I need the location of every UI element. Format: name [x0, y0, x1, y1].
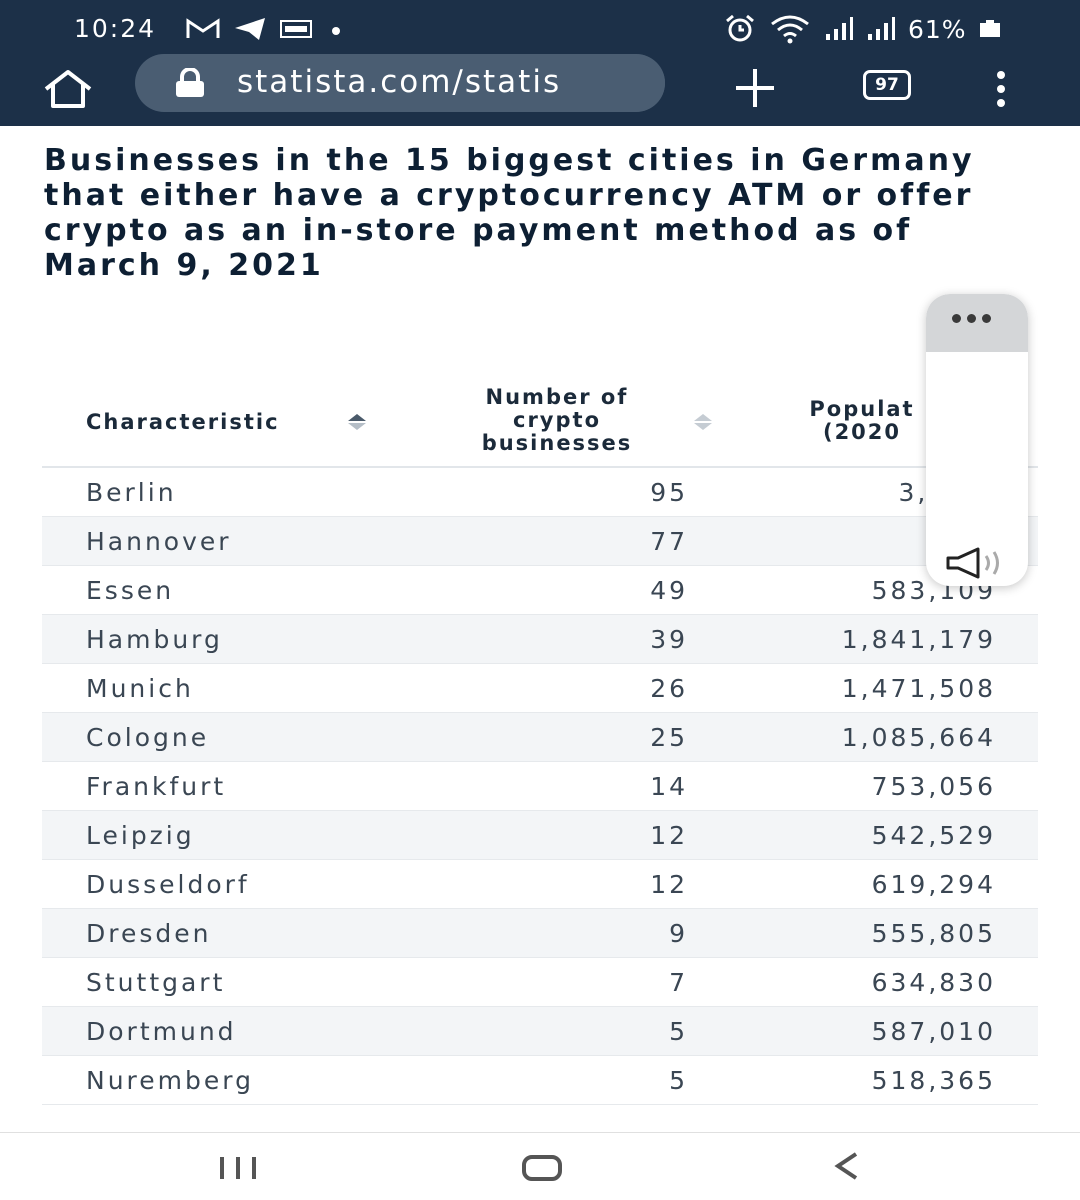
city-cell: Munich: [86, 674, 194, 703]
home-button[interactable]: [40, 64, 96, 114]
plus-icon: [736, 69, 774, 107]
population-cell: 753,056: [871, 772, 996, 801]
header-characteristic-label: Characteristic: [86, 410, 280, 434]
table-header: Characteristic Number of crypto business…: [42, 376, 1038, 468]
table-row: Dusseldorf 12 619,294: [42, 860, 1038, 909]
signal-icon: [826, 17, 853, 40]
more-vertical-icon[interactable]: [986, 66, 1016, 112]
city-cell: Frankfurt: [86, 772, 227, 801]
city-cell: Dusseldorf: [86, 870, 250, 899]
num-businesses-cell: 7: [669, 968, 688, 997]
more-horizontal-icon[interactable]: [952, 314, 991, 323]
home-nav-button[interactable]: [522, 1155, 562, 1181]
num-businesses-cell: 14: [650, 772, 688, 801]
browser-toolbar: statista.com/statis 97: [0, 54, 1080, 126]
status-bar: 10:24: [0, 0, 1080, 58]
table-body: Berlin953,644,Hannover77538,Essen49583,1…: [42, 468, 1038, 1105]
population-cell: 518,365: [871, 1066, 996, 1095]
table-row: Hannover77538,: [42, 517, 1038, 566]
population-cell: 1,085,664: [841, 723, 996, 752]
table-row: Stuttgart 7 634,830: [42, 958, 1038, 1007]
population-cell: 1,471,508: [841, 674, 996, 703]
num-businesses-cell: 49: [650, 576, 688, 605]
sort-icon[interactable]: [348, 414, 366, 430]
floating-panel-handle[interactable]: [926, 294, 1028, 352]
num-businesses-cell: 12: [650, 870, 688, 899]
back-icon[interactable]: [832, 1151, 862, 1181]
table-row: Dresden 9 555,805: [42, 909, 1038, 958]
home-icon: [44, 70, 92, 108]
num-businesses-cell: 9: [669, 919, 688, 948]
news-icon: [280, 20, 312, 38]
alarm-icon: [726, 14, 754, 42]
city-cell: Hamburg: [86, 625, 223, 654]
tab-switcher-button[interactable]: 97: [863, 70, 911, 100]
table-row: Cologne 25 1,085,664: [42, 713, 1038, 762]
divider: [0, 1132, 1080, 1133]
num-businesses-cell: 95: [650, 478, 688, 507]
telegram-icon: [235, 18, 265, 40]
num-businesses-cell: 26: [650, 674, 688, 703]
table-row: Frankfurt 14 753,056: [42, 762, 1038, 811]
recents-button[interactable]: [220, 1157, 256, 1179]
table-row: Berlin953,644,: [42, 468, 1038, 517]
num-businesses-cell: 5: [669, 1017, 688, 1046]
table-row: Nuremberg 5 518,365: [42, 1056, 1038, 1105]
city-cell: Dortmund: [86, 1017, 237, 1046]
notification-icons: [186, 14, 346, 44]
floating-panel[interactable]: [926, 294, 1028, 586]
population-cell: 634,830: [871, 968, 996, 997]
population-cell: 555,805: [871, 919, 996, 948]
url-bar[interactable]: statista.com/statis: [135, 54, 665, 112]
table-row: Dortmund 5 587,010: [42, 1007, 1038, 1056]
city-cell: Berlin: [86, 478, 177, 507]
num-businesses-cell: 39: [650, 625, 688, 654]
table-row: Leipzig 12 542,529: [42, 811, 1038, 860]
city-cell: Essen: [86, 576, 175, 605]
header-population-label: Populat (2020: [809, 397, 915, 444]
table-row: Hamburg 39 1,841,179: [42, 615, 1038, 664]
population-cell: 542,529: [871, 821, 996, 850]
new-tab-button[interactable]: [730, 64, 780, 112]
city-cell: Nuremberg: [86, 1066, 254, 1095]
num-businesses-cell: 77: [650, 527, 688, 556]
header-num-businesses[interactable]: Number of crypto businesses: [442, 386, 672, 455]
page-title: Businesses in the 15 biggest cities in G…: [44, 143, 975, 283]
lock-icon: [176, 68, 204, 97]
signal-icon-2: [868, 17, 895, 40]
gmail-icon: [186, 18, 220, 38]
url-fade: [605, 54, 665, 112]
header-num-businesses-label: Number of crypto businesses: [481, 385, 633, 455]
city-cell: Dresden: [86, 919, 212, 948]
status-time: 10:24: [74, 14, 157, 43]
wifi-icon: [771, 15, 809, 44]
data-table: Characteristic Number of crypto business…: [42, 376, 1038, 1105]
city-cell: Hannover: [86, 527, 232, 556]
battery-icon: [979, 20, 1000, 37]
city-cell: Leipzig: [86, 821, 195, 850]
sort-icon[interactable]: [694, 414, 712, 430]
population-cell: 587,010: [871, 1017, 996, 1046]
system-nav-bar: [0, 1133, 1080, 1200]
num-businesses-cell: 5: [669, 1066, 688, 1095]
battery-percent: 61%: [908, 14, 967, 44]
num-businesses-cell: 12: [650, 821, 688, 850]
num-businesses-cell: 25: [650, 723, 688, 752]
table-row: Essen 49 583,109: [42, 566, 1038, 615]
system-icons: 61%: [724, 12, 1001, 46]
city-cell: Cologne: [86, 723, 210, 752]
population-cell: 619,294: [871, 870, 996, 899]
population-cell: 1,841,179: [841, 625, 996, 654]
speaker-icon[interactable]: [944, 546, 1008, 580]
header-population[interactable]: Populat (2020: [782, 398, 942, 444]
header-characteristic[interactable]: Characteristic: [86, 410, 280, 434]
city-cell: Stuttgart: [86, 968, 226, 997]
table-row: Munich 26 1,471,508: [42, 664, 1038, 713]
dot-icon: [332, 27, 340, 35]
url-text[interactable]: statista.com/statis: [237, 64, 562, 100]
